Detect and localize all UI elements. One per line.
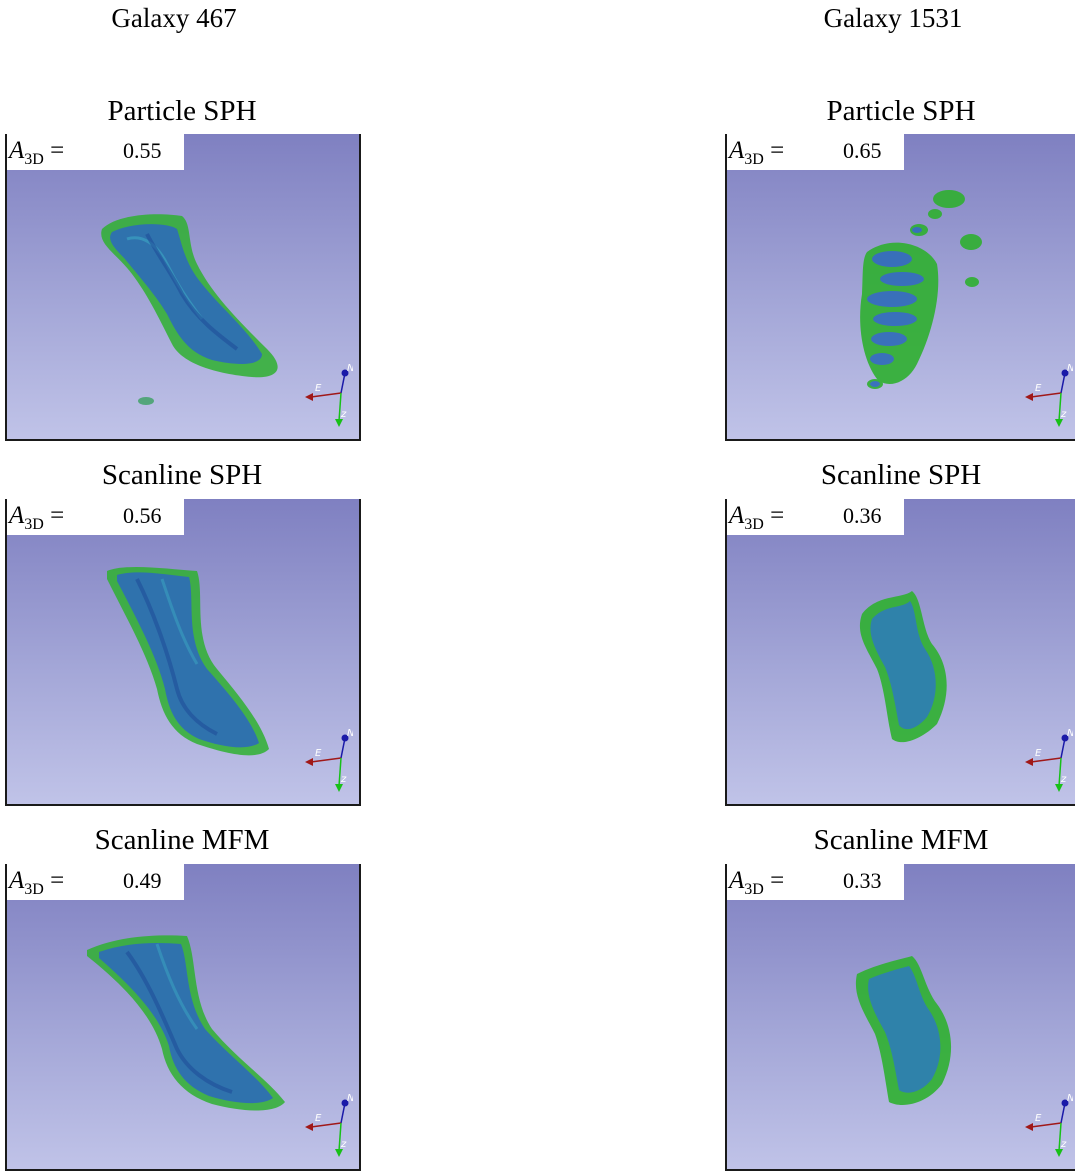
svg-text:N: N [347, 363, 353, 374]
render-panel-467-scanline-sph: A3D = 0.56 N E z [5, 499, 361, 806]
a3d-symbol: A3D = [729, 137, 785, 168]
svg-text:N: N [347, 728, 353, 739]
a3d-symbol: A3D = [729, 502, 785, 533]
svg-text:z: z [1060, 774, 1067, 785]
svg-text:E: E [1035, 383, 1042, 394]
svg-text:N: N [1067, 363, 1073, 374]
panel-title: Scanline MFM [94, 824, 270, 856]
orientation-axes-icon: N E z [1025, 728, 1073, 792]
panel-title: Scanline MFM [813, 824, 989, 856]
a3d-label-box: A3D = 0.65 [727, 134, 904, 170]
a3d-value: 0.36 [843, 503, 882, 528]
render-panel-467-scanline-mfm: A3D = 0.49 N E z [5, 864, 361, 1171]
isosurface-render [855, 956, 952, 1105]
orientation-axes-icon: N E z [1025, 363, 1073, 427]
svg-text:z: z [340, 774, 347, 785]
a3d-symbol: A3D = [9, 137, 65, 168]
svg-text:E: E [1035, 748, 1042, 759]
a3d-value: 0.55 [123, 138, 162, 163]
isosurface-render [87, 935, 285, 1111]
render-panel-1531-scanline-sph: A3D = 0.36 N E z [725, 499, 1075, 806]
svg-text:N: N [347, 1093, 353, 1104]
column-title-galaxy-1531: Galaxy 1531 [823, 3, 963, 33]
panel-title: Scanline SPH [101, 459, 263, 491]
a3d-symbol: A3D = [9, 502, 65, 533]
a3d-label-box: A3D = 0.56 [7, 499, 184, 535]
panel-title: Particle SPH [826, 95, 976, 127]
a3d-symbol: A3D = [9, 867, 65, 898]
isosurface-render [107, 566, 269, 756]
a3d-value: 0.65 [843, 138, 882, 163]
panel-title: Particle SPH [107, 95, 257, 127]
svg-text:E: E [1035, 1113, 1042, 1124]
svg-text:E: E [315, 1113, 322, 1124]
orientation-axes-icon: N E z [305, 728, 353, 792]
svg-text:z: z [340, 1139, 347, 1150]
a3d-label-box: A3D = 0.49 [7, 864, 184, 900]
a3d-label-box: A3D = 0.55 [7, 134, 184, 170]
isosurface-render [860, 190, 982, 389]
isosurface-render [859, 591, 947, 743]
orientation-axes-icon: N E z [305, 363, 353, 427]
orientation-axes-icon: N E z [305, 1093, 353, 1157]
svg-text:z: z [1060, 409, 1067, 420]
render-panel-1531-scanline-mfm: A3D = 0.33 N E z [725, 864, 1075, 1171]
orientation-axes-icon: N E z [1025, 1093, 1073, 1157]
a3d-value: 0.33 [843, 868, 882, 893]
render-panel-467-particle-sph: A3D = 0.55 N E z [5, 134, 361, 441]
svg-text:z: z [340, 409, 347, 420]
svg-text:N: N [1067, 728, 1073, 739]
isosurface-render [101, 214, 278, 405]
svg-text:N: N [1067, 1093, 1073, 1104]
svg-text:z: z [1060, 1139, 1067, 1150]
a3d-label-box: A3D = 0.36 [727, 499, 904, 535]
a3d-value: 0.49 [123, 868, 162, 893]
a3d-label-box: A3D = 0.33 [727, 864, 904, 900]
a3d-value: 0.56 [123, 503, 162, 528]
svg-text:E: E [315, 383, 322, 394]
render-panel-1531-particle-sph: A3D = 0.65 N E z [725, 134, 1075, 441]
column-title-galaxy-467: Galaxy 467 [111, 3, 237, 33]
svg-text:E: E [315, 748, 322, 759]
panel-title: Scanline SPH [820, 459, 982, 491]
a3d-symbol: A3D = [729, 867, 785, 898]
